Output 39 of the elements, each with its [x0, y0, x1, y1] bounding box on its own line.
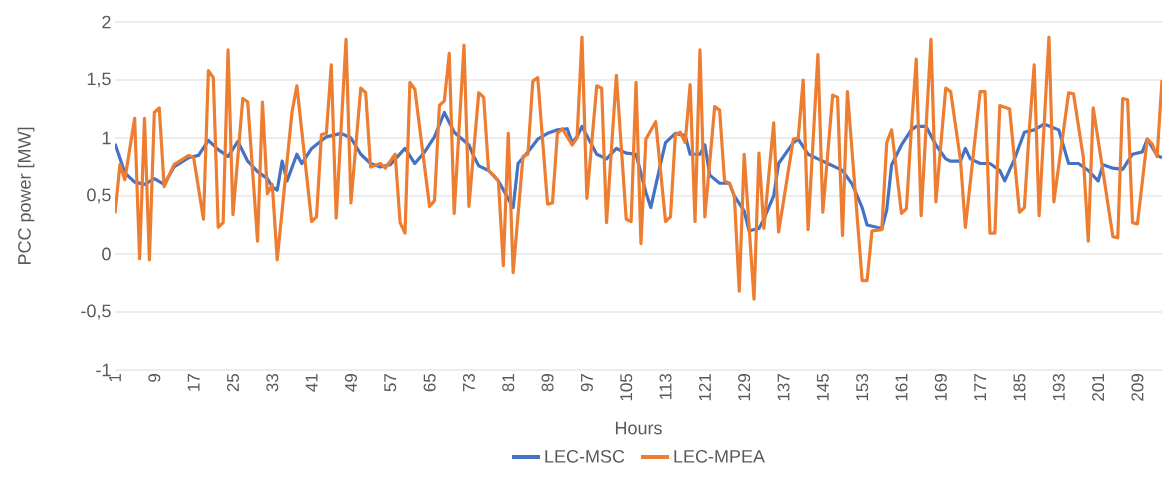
x-tick-label: 25 — [226, 373, 239, 392]
x-tick-label: 113 — [659, 373, 672, 399]
y-tick-label: 0 — [102, 247, 111, 261]
legend-label: LEC-MSC — [545, 449, 625, 463]
y-tick-label: 1 — [102, 131, 111, 145]
x-tick-label: 49 — [344, 374, 357, 392]
x-tick-label: 9 — [148, 374, 161, 382]
x-tick-label: 145 — [816, 373, 829, 401]
x-tick-label: 169 — [934, 374, 947, 401]
x-tick-label: 201 — [1092, 374, 1105, 401]
x-tick-label: 193 — [1052, 373, 1065, 401]
x-tick-label: 121 — [698, 374, 711, 401]
x-tick-label: 57 — [384, 374, 397, 392]
x-tick-label: 137 — [777, 374, 790, 401]
x-tick-label: 153 — [856, 373, 869, 401]
x-tick-label: 65 — [423, 373, 436, 392]
line-series — [115, 35, 1163, 301]
x-tick-label: 73 — [462, 373, 475, 392]
legend-label: LEC-MPEA — [674, 449, 765, 463]
y-tick-label: 2 — [102, 15, 111, 29]
x-tick-label: 41 — [305, 374, 318, 392]
x-tick-label: 97 — [580, 374, 593, 392]
x-tick-label: 161 — [895, 374, 908, 401]
x-tick-label: 209 — [1131, 374, 1144, 401]
y-tick-label: 1,5 — [87, 72, 111, 88]
x-tick-label: 105 — [620, 373, 633, 401]
y-tick-label: -0,5 — [81, 304, 111, 320]
x-tick-label: 81 — [502, 374, 515, 392]
x-tick-label: 185 — [1013, 373, 1026, 401]
x-tick-label: 33 — [266, 373, 279, 392]
y-tick-label: 0,5 — [87, 188, 111, 204]
x-tick-label: 89 — [541, 374, 554, 392]
y-axis-title: PCC power [MW] — [17, 127, 35, 265]
x-tick-label: 17 — [187, 374, 200, 391]
x-tick-label: 177 — [974, 374, 986, 401]
x-axis-title: Hours — [615, 421, 662, 435]
y-tick-label: -1 — [96, 363, 111, 377]
x-tick-label: 129 — [738, 374, 751, 401]
x-tick-label: 1 — [109, 374, 121, 382]
